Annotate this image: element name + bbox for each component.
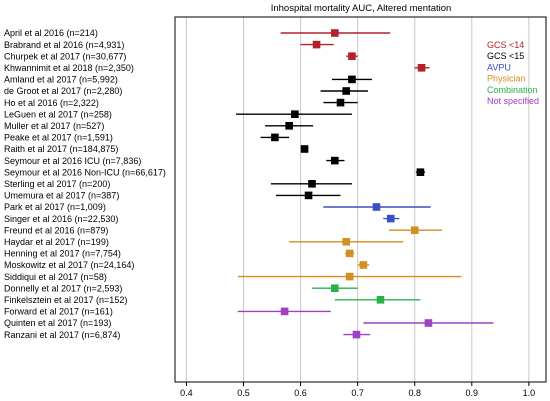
study-label: Singer et al 2016 (n=22,530) — [4, 214, 118, 224]
x-tick-label: 0.8 — [408, 388, 421, 398]
point-estimate — [348, 52, 356, 60]
point-estimate — [386, 214, 395, 223]
study-label: Moskowitz et al 2017 (n=24,164) — [4, 260, 134, 270]
point-estimate — [410, 226, 419, 234]
legend-entry: GCS <15 — [487, 51, 524, 61]
x-tick-label: 0.6 — [294, 388, 307, 398]
point-estimate — [331, 29, 339, 37]
study-label: April et al 2016 (n=214) — [4, 28, 98, 38]
point-estimate — [271, 133, 279, 142]
point-estimate — [342, 238, 351, 246]
legend-entry: Physician — [487, 74, 526, 84]
point-estimate — [348, 75, 356, 84]
study-label: Henning et al 2017 (n=7,754) — [4, 249, 121, 259]
point-estimate — [359, 261, 368, 269]
point-estimate — [417, 64, 426, 72]
plot-frame — [174, 16, 547, 383]
study-label: de Groot et al 2017 (n=2,280) — [4, 86, 122, 96]
study-label: Park et al 2017 (n=1,009) — [4, 202, 106, 212]
point-estimate — [331, 156, 339, 165]
x-tick-label: 0.7 — [351, 388, 364, 398]
x-tick-label: 0.4 — [180, 388, 193, 398]
study-label: Finkelsztein et al 2017 (n=152) — [4, 295, 127, 305]
study-labels: April et al 2016 (n=214) Brabrand et al 2… — [4, 28, 166, 340]
study-label: Donnelly et al 2017 (n=2,593) — [4, 283, 122, 293]
point-estimate — [291, 110, 299, 118]
study-label: Forward et al 2017 (n=161) — [4, 307, 113, 317]
point-estimate — [342, 87, 351, 95]
point-estimate — [376, 296, 385, 304]
study-label: Peake et al 2017 (n=1,591) — [4, 133, 113, 143]
point-estimate — [331, 284, 339, 292]
study-label: Seymour et al 2016 Non-ICU (n=66,617) — [4, 167, 166, 177]
point-estimate — [372, 203, 381, 211]
study-label: Haydar et al 2017 (n=199) — [4, 237, 109, 247]
point-estimate — [308, 180, 316, 188]
x-tick-label: 0.5 — [237, 388, 250, 398]
study-label: Seymour et al 2016 ICU (n=7,836) — [4, 156, 141, 166]
axis-layer: 0.4 0.5 0.6 0.7 0.8 0.9 1.0 — [174, 16, 547, 398]
study-label: Quinten et al 2017 (n=193) — [4, 318, 111, 328]
legend-entry: Combination — [487, 85, 538, 95]
study-label: Raith et al 2017 (n=184,875) — [4, 144, 118, 154]
point-estimate — [352, 330, 361, 339]
point-estimate — [285, 122, 293, 130]
study-label: Ranzani et al 2017 (n=6,874) — [4, 330, 120, 340]
point-estimate — [300, 145, 309, 153]
study-label: Churpek et al 2017 (n=30,677) — [4, 51, 126, 61]
legend-entry: GCS <14 — [487, 40, 524, 50]
point-estimate — [424, 319, 433, 327]
study-label: Muller et al 2017 (n=527) — [4, 121, 104, 131]
point-estimate — [345, 249, 354, 258]
study-label: Brabrand et al 2016 (n=4,931) — [4, 40, 124, 50]
legend-entry: Not specified — [487, 96, 539, 106]
point-estimate — [280, 307, 289, 316]
study-label: Siddiqui et al 2017 (n=58) — [4, 272, 107, 282]
study-label: LeGuen et al 2017 (n=258) — [4, 109, 112, 119]
point-estimate — [304, 191, 313, 200]
study-label: Umemura et al 2017 (n=387) — [4, 191, 119, 201]
study-label: Sterling et al 2017 (n=200) — [4, 179, 110, 189]
study-label: Ho et al 2016 (n=2,322) — [4, 98, 99, 108]
study-label: Freund et al 2016 (n=879) — [4, 225, 108, 235]
point-estimate — [312, 40, 321, 49]
grid-layer — [185, 17, 530, 382]
point-estimate — [345, 272, 354, 281]
x-tick-label: 0.9 — [466, 388, 479, 398]
chart-title: Inhospital mortality AUC, Altered mentat… — [271, 3, 452, 14]
legend-entry: AVPU — [487, 62, 511, 72]
point-estimate — [336, 98, 345, 107]
marks-layer — [236, 29, 494, 339]
x-tick-label: 1.0 — [523, 388, 536, 398]
point-estimate — [416, 168, 425, 176]
study-label: Amland et al 2017 (n=5,992) — [4, 75, 118, 85]
study-label: Khwannimit et al 2018 (n=2,350) — [4, 63, 134, 73]
